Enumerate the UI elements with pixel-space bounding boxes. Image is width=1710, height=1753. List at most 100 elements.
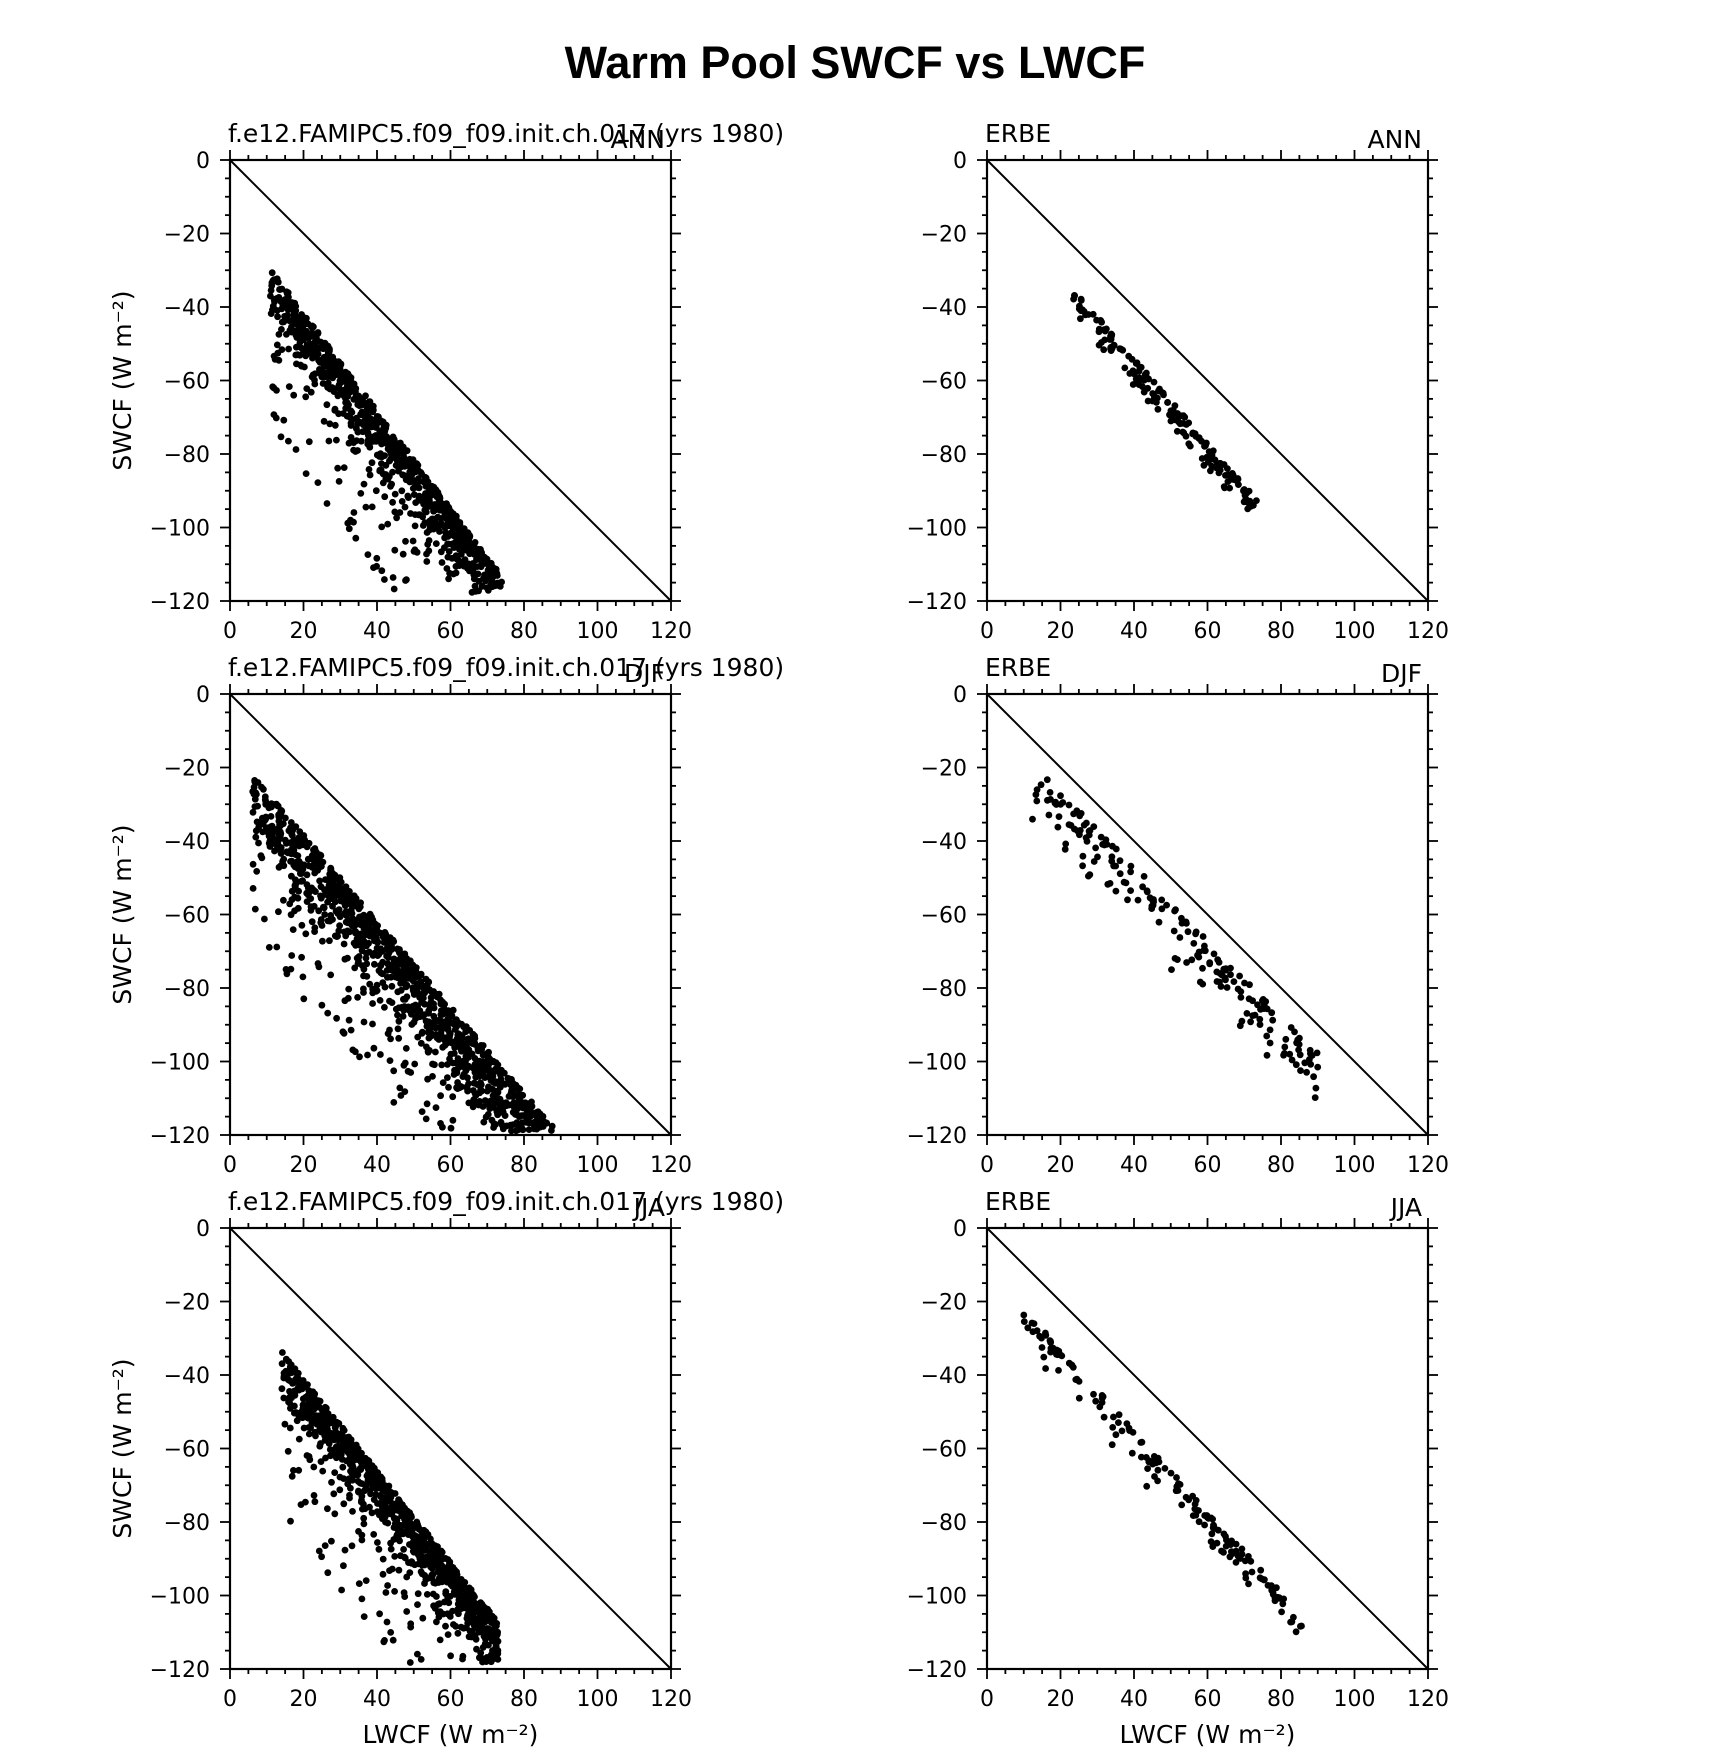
y-tick-label: −20	[921, 223, 967, 248]
scatter-point	[356, 1053, 363, 1061]
scatter-point	[349, 1508, 356, 1515]
scatter-point	[290, 391, 298, 399]
scatter-point	[432, 506, 440, 513]
scatter-point	[386, 1057, 394, 1064]
y-tick-label: −100	[150, 517, 210, 542]
scatter-point	[302, 1498, 309, 1506]
scatter-point	[349, 1444, 357, 1452]
scatter-point	[1296, 1051, 1304, 1059]
scatter-point	[379, 1515, 386, 1523]
scatter-point	[432, 1048, 439, 1056]
scatter-point	[1251, 1011, 1259, 1019]
scatter-point	[251, 803, 259, 810]
scatter-point	[487, 581, 494, 589]
scatter-point	[1303, 1068, 1310, 1076]
scatter-point	[257, 852, 265, 860]
scatter-point	[1106, 880, 1114, 887]
scatter-point	[1228, 1548, 1235, 1555]
scatter-point	[433, 493, 441, 501]
scatter-point	[307, 388, 315, 396]
scatter-point	[395, 467, 402, 475]
scatter-point	[311, 869, 319, 877]
scatter-point	[422, 1528, 430, 1536]
scatter-point	[1112, 845, 1120, 853]
scatter-point	[401, 1088, 409, 1095]
scatter-point	[444, 1025, 452, 1033]
scatter-point	[355, 953, 363, 960]
scatter-point	[437, 999, 445, 1007]
scatter-point	[337, 1449, 345, 1456]
scatter-point	[293, 1417, 301, 1425]
scatter-point	[1189, 429, 1197, 437]
scatter-point	[442, 1590, 450, 1597]
scatter-point	[453, 556, 461, 563]
scatter-point	[425, 978, 433, 986]
scatter-point	[294, 343, 302, 350]
scatter-point	[1295, 1041, 1303, 1048]
scatter-point	[360, 1520, 368, 1528]
scatter-point	[1024, 1324, 1032, 1332]
scatter-point	[1199, 964, 1206, 972]
scatter-point	[360, 972, 367, 980]
scatter-point	[474, 545, 482, 553]
scatter-point	[383, 1487, 390, 1495]
scatter-point	[326, 937, 333, 945]
scatter-point	[386, 1026, 393, 1034]
scatter-point	[1167, 1469, 1175, 1477]
scatter-point	[391, 546, 399, 554]
scatter-point	[1201, 1512, 1209, 1519]
scatter-point	[419, 1614, 427, 1622]
scatter-point	[525, 1126, 533, 1133]
scatter-point	[360, 398, 367, 406]
scatter-point	[470, 1096, 478, 1104]
scatter-point	[368, 459, 376, 467]
scatter-point	[319, 380, 327, 387]
scatter-point	[457, 1595, 465, 1603]
scatter-point	[321, 911, 329, 918]
scatter-point	[1071, 292, 1078, 300]
scatter-point	[348, 1451, 356, 1459]
scatter-point	[1127, 868, 1134, 876]
scatter-point	[271, 298, 278, 306]
scatter-point	[401, 503, 409, 511]
scatter-point	[318, 1553, 325, 1561]
scatter-point	[1164, 399, 1171, 406]
scatter-point	[1192, 1497, 1200, 1504]
scatter-point	[380, 425, 387, 432]
scatter-point	[267, 813, 275, 820]
scatter-point	[485, 1073, 493, 1081]
scatter-point	[410, 464, 418, 472]
scatter-point	[429, 524, 437, 532]
scatter-point	[432, 1104, 440, 1111]
scatter-point	[379, 1570, 387, 1578]
scatter-point	[295, 1466, 303, 1474]
scatter-point	[1237, 994, 1245, 1001]
scatter-point	[1248, 1568, 1256, 1576]
y-tick-label: −120	[150, 1658, 210, 1683]
scatter-point	[1201, 441, 1209, 449]
scatter-point	[416, 994, 423, 1001]
scatter-point	[1176, 420, 1184, 428]
x-tick-label: 100	[1334, 619, 1376, 644]
scatter-point	[440, 1018, 448, 1026]
ticks	[977, 1218, 1438, 1679]
scatter-point	[276, 829, 284, 837]
scatter-point	[395, 1533, 402, 1540]
x-tick-label: 0	[980, 1153, 994, 1178]
scatter-point	[345, 916, 352, 924]
scatter-point	[444, 1631, 452, 1638]
scatter-point	[454, 1041, 461, 1049]
panel-right-label: ANN	[1367, 125, 1422, 154]
x-axis-label: LWCF (W m⁻²)	[363, 1720, 539, 1749]
scatter-point	[497, 1075, 505, 1083]
scatter-point	[1116, 870, 1124, 878]
scatter-point	[377, 450, 384, 457]
x-tick-label: 100	[1334, 1153, 1376, 1178]
scatter-point	[396, 1084, 404, 1092]
scatter-point	[419, 513, 426, 521]
scatter-point	[1062, 840, 1070, 848]
scatter-point	[356, 933, 364, 941]
scatter-point	[366, 980, 374, 988]
scatter-point	[286, 900, 294, 908]
scatter-point	[422, 1115, 430, 1123]
